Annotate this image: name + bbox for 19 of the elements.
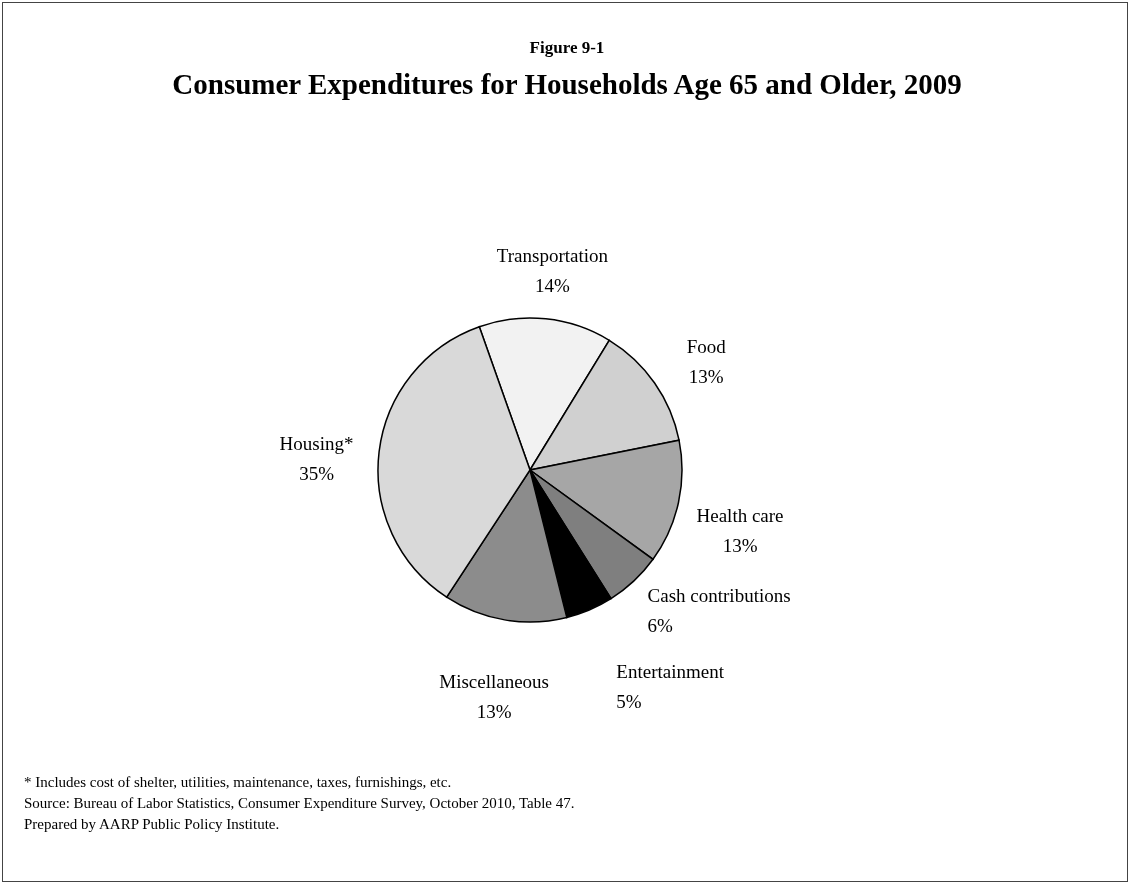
data-label: 13% [688, 365, 724, 387]
data-label: 6% [647, 614, 674, 636]
slice-label: Housing* [279, 433, 354, 455]
source-note: Source: Bureau of Labor Statistics, Consumer Expenditure Survey, October 2010, Table 47. [24, 794, 575, 813]
slice-label: Health care [696, 504, 784, 526]
data-label: 5% [616, 691, 642, 713]
data-label: 13% [476, 700, 512, 722]
chart-subtitle: Figure 9-1 [528, 38, 606, 58]
slice-label: Entertainment [616, 661, 725, 683]
text: * Includes cost of shelter, utilities, maintenance, taxes, furnishings, etc. [24, 773, 453, 792]
chart-title: Consumer Expenditures for Households Age 65 and Older, 2009 [171, 68, 963, 101]
text: Prepared by AARP Public Policy Institute. [24, 815, 281, 834]
slice-label: Miscellaneous [439, 670, 549, 692]
slice-label: Cash contributions [647, 584, 791, 606]
data-label: 35% [299, 463, 335, 485]
slice-label: Transportation [496, 245, 609, 267]
data-label: 14% [534, 275, 570, 297]
data-label: 13% [722, 534, 758, 556]
slice-label: Food [686, 335, 727, 357]
